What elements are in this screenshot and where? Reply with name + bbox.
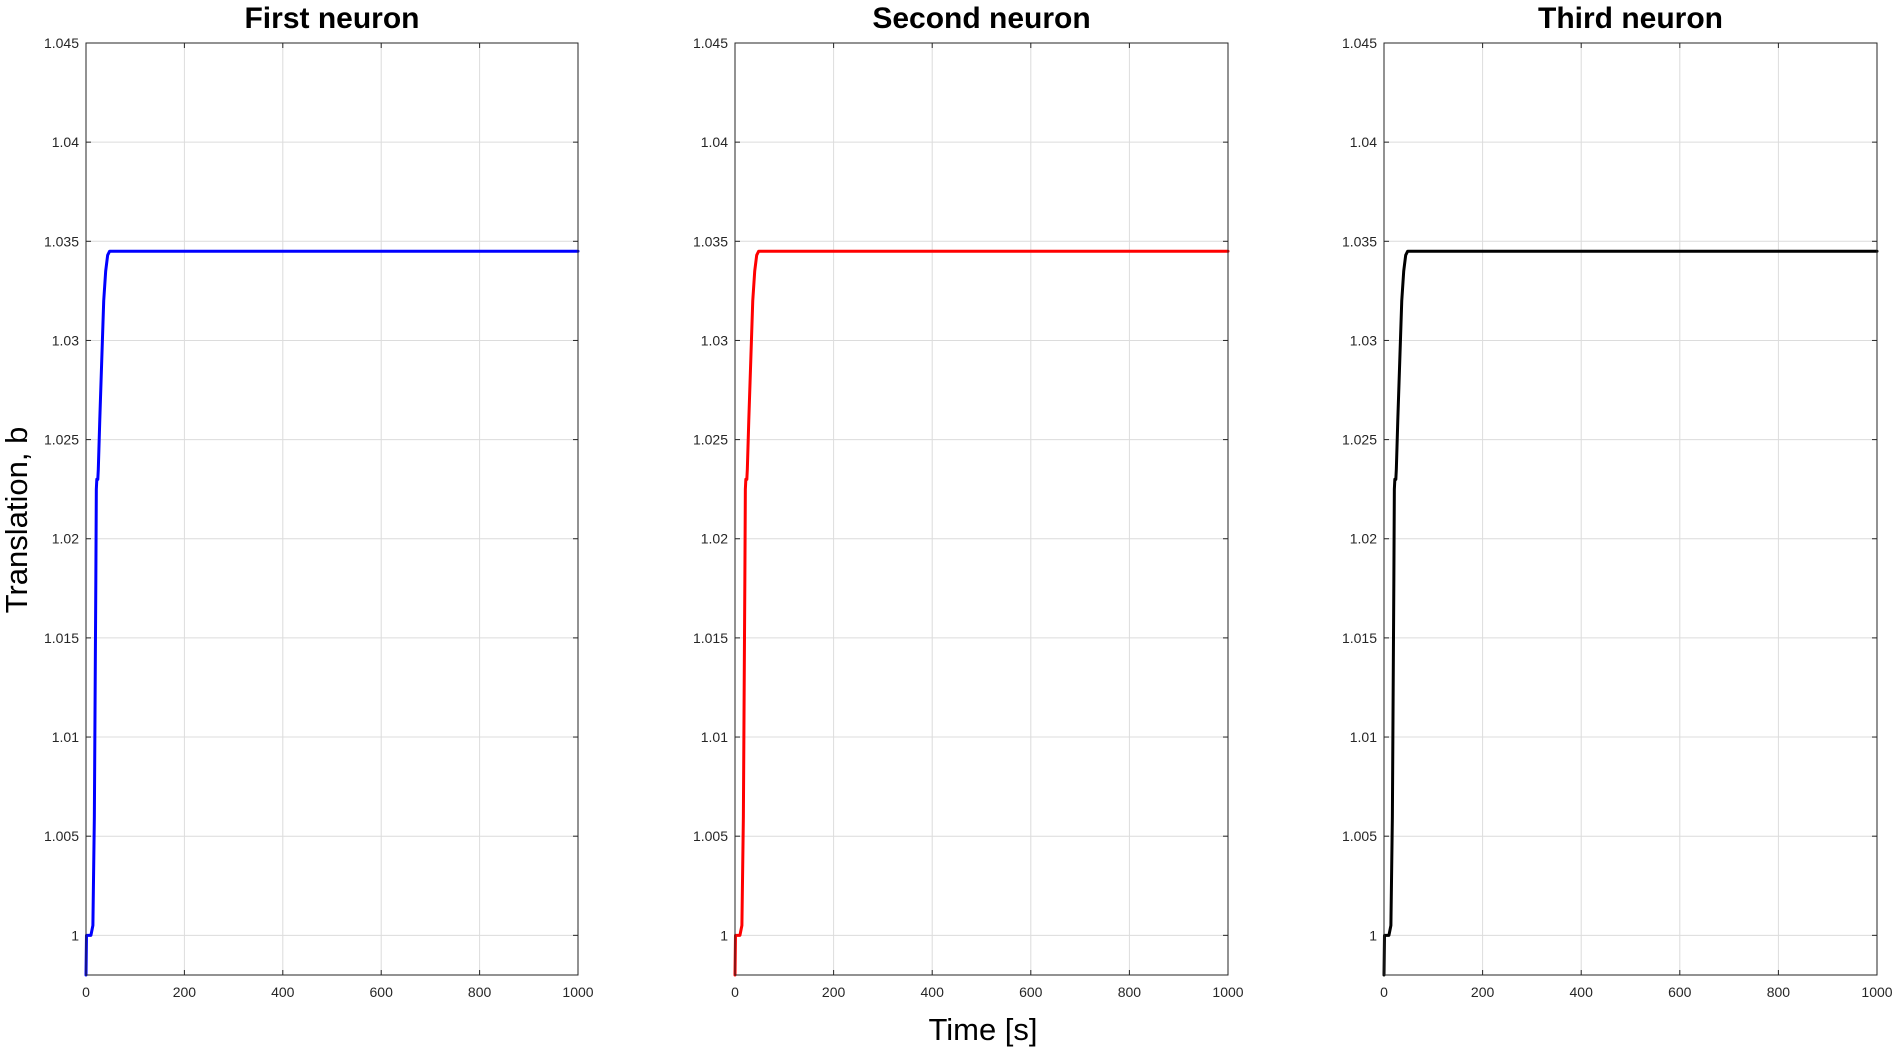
y-tick-label: 1.02 xyxy=(52,531,79,547)
x-tick-label: 200 xyxy=(1471,984,1495,1000)
series-line-1 xyxy=(84,249,580,977)
chart-title: Second neuron xyxy=(872,2,1090,35)
y-tick-label: 1.005 xyxy=(1342,828,1377,844)
y-tick-label: 1.035 xyxy=(1342,233,1377,249)
chart-panel-2: 0 200 400 600 800 1000 1 1.005 1.01 1.015 1.02 1.02… xyxy=(693,2,1244,1000)
y-axis-label: Translation, b xyxy=(0,427,34,614)
y-tick-label: 1.005 xyxy=(693,828,728,844)
x-tick-label: 800 xyxy=(1118,984,1142,1000)
y-tick-label: 1.015 xyxy=(44,630,79,646)
x-tick-label: 0 xyxy=(731,984,739,1000)
x-tick-label: 400 xyxy=(921,984,945,1000)
x-tick-label: 1000 xyxy=(1861,984,1892,1000)
x-tick-label: 600 xyxy=(370,984,394,1000)
plot-area xyxy=(735,43,1228,975)
y-tick-label: 1 xyxy=(71,927,79,943)
y-tick-label: 1.03 xyxy=(52,332,79,348)
y-tick-label: 1 xyxy=(720,927,728,943)
y-tick-label: 1.015 xyxy=(1342,630,1377,646)
x-tick-label: 0 xyxy=(1380,984,1388,1000)
y-tick-label: 1.01 xyxy=(701,729,728,745)
x-axis-label: Time [s] xyxy=(928,1012,1037,1047)
axis-box xyxy=(734,42,1229,976)
panels: 0 200 400 600 800 1000 1 1.005 1.01 1.015 1.02 1.02… xyxy=(44,2,1893,1000)
y-tick-label: 1 xyxy=(1369,927,1377,943)
y-tick-label: 1.02 xyxy=(701,531,728,547)
plot-area xyxy=(1384,43,1877,975)
y-tick-label: 1.025 xyxy=(1342,432,1377,448)
y-tick-label: 1.005 xyxy=(44,828,79,844)
x-tick-label: 1000 xyxy=(1212,984,1243,1000)
chart-panel-1: 0 200 400 600 800 1000 1 1.005 1.01 1.015 1.02 1.02… xyxy=(44,2,594,1000)
x-tick-label: 400 xyxy=(271,984,295,1000)
y-tick-label: 1.04 xyxy=(52,134,79,150)
axis-box xyxy=(85,42,579,976)
y-tick-label: 1.03 xyxy=(701,332,728,348)
series-line-1 xyxy=(733,249,1230,977)
x-tick-label: 600 xyxy=(1019,984,1043,1000)
x-tick-label: 800 xyxy=(468,984,492,1000)
x-tick-label: 400 xyxy=(1570,984,1594,1000)
series-line-1 xyxy=(1382,249,1879,977)
chart-panel-3: 0 200 400 600 800 1000 1 1.005 1.01 1.015 1.02 1.02… xyxy=(1342,2,1893,1000)
chart-title: Third neuron xyxy=(1538,2,1723,35)
x-tick-label: 200 xyxy=(822,984,846,1000)
y-tick-label: 1.04 xyxy=(701,134,728,150)
y-tick-label: 1.01 xyxy=(52,729,79,745)
x-tick-label: 600 xyxy=(1668,984,1692,1000)
x-tick-label: 200 xyxy=(173,984,197,1000)
y-tick-label: 1.035 xyxy=(693,233,728,249)
chart-title: First neuron xyxy=(244,2,419,35)
y-tick-label: 1.01 xyxy=(1350,729,1377,745)
x-tick-label: 800 xyxy=(1767,984,1791,1000)
x-tick-label: 1000 xyxy=(562,984,593,1000)
axis-box xyxy=(1383,42,1878,976)
y-tick-label: 1.02 xyxy=(1350,531,1377,547)
y-tick-label: 1.045 xyxy=(1342,35,1377,51)
y-tick-label: 1.035 xyxy=(44,233,79,249)
y-tick-label: 1.025 xyxy=(44,432,79,448)
y-tick-label: 1.03 xyxy=(1350,332,1377,348)
plot-area xyxy=(86,43,578,975)
x-tick-label: 0 xyxy=(82,984,90,1000)
y-tick-label: 1.015 xyxy=(693,630,728,646)
y-tick-label: 1.04 xyxy=(1350,134,1377,150)
y-tick-label: 1.025 xyxy=(693,432,728,448)
y-tick-label: 1.045 xyxy=(693,35,728,51)
y-tick-label: 1.045 xyxy=(44,35,79,51)
